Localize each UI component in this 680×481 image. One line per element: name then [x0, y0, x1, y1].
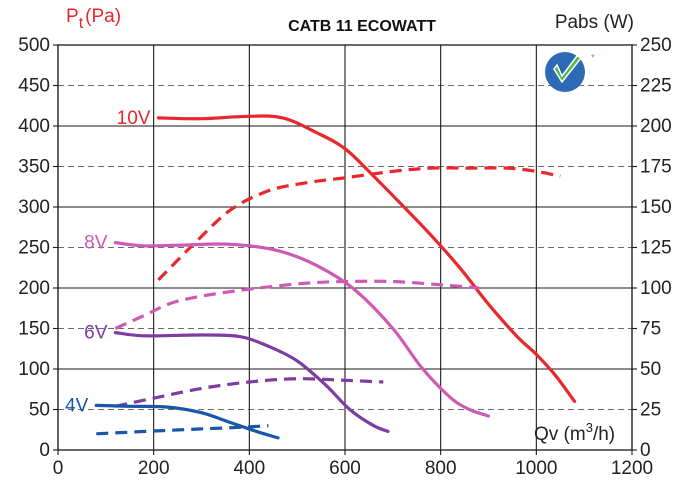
y-tick-right: 250 [640, 35, 672, 56]
x-label-post: /h) [593, 424, 615, 445]
pressure-curve-6v [113, 331, 390, 433]
power-curve-4v [96, 424, 269, 436]
y-tick-right: 225 [640, 76, 672, 97]
y-tick-right: 0 [640, 440, 651, 461]
grid [53, 44, 637, 455]
y-tick-right: 25 [640, 400, 661, 421]
x-tick: 800 [425, 458, 457, 479]
x-tick: 1000 [515, 458, 557, 479]
power-curve-10v [157, 166, 561, 282]
y-tick-right: 150 [640, 197, 672, 218]
power-curve-8v [114, 279, 480, 330]
y-tick-right: 75 [640, 319, 661, 340]
series-label-8v: 8V [84, 233, 108, 254]
y-tick-left: 0 [39, 440, 50, 461]
y-tick-left: 500 [18, 35, 50, 56]
y-label-main: P [66, 6, 79, 27]
y-axis-label-right: Pabs (W) [555, 12, 634, 33]
chart-title: CATB 11 ECOWATT [288, 18, 436, 35]
y-tick-left: 100 [18, 359, 50, 380]
x-tick: 1200 [611, 458, 653, 479]
x-label-pre: Qv (m [534, 424, 586, 445]
x-tick: 400 [233, 458, 265, 479]
y-tick-right: 50 [640, 359, 661, 380]
svg-text:*: * [591, 53, 595, 64]
plot-frame [57, 44, 633, 451]
y-tick-left: 300 [18, 197, 50, 218]
x-tick: 200 [138, 458, 170, 479]
series-label-10v: 10V [117, 108, 151, 129]
y-tick-right: 175 [640, 157, 672, 178]
y-tick-left: 350 [18, 157, 50, 178]
curves [94, 114, 577, 440]
y-tick-left: 250 [18, 238, 50, 259]
y-tick-right: 125 [640, 238, 672, 259]
y-tick-left: 200 [18, 278, 50, 299]
y-axis-label-left: Pt (Pa) [66, 6, 121, 32]
y-tick-left: 450 [18, 76, 50, 97]
y-label-sub: t [79, 15, 84, 32]
y-tick-left: 50 [29, 400, 50, 421]
y-tick-right: 200 [640, 116, 672, 137]
x-label-sup: 3 [586, 420, 593, 435]
x-tick: 0 [53, 458, 64, 479]
pressure-curve-4v [94, 403, 280, 440]
series-label-6v: 6V [84, 323, 108, 344]
pressure-curve-10v [156, 114, 577, 403]
x-axis-label: Qv (m3/h) [534, 420, 615, 445]
power-curve-6v [115, 377, 384, 408]
y-tick-left: 150 [18, 319, 50, 340]
x-tick: 600 [329, 458, 361, 479]
pressure-curve-8v [113, 241, 491, 418]
y-label-unit: (Pa) [85, 6, 121, 27]
ecowatt-logo-icon: * [545, 52, 595, 92]
series-label-4v: 4V [65, 395, 89, 416]
y-tick-right: 100 [640, 278, 672, 299]
y-tick-left: 400 [18, 116, 50, 137]
